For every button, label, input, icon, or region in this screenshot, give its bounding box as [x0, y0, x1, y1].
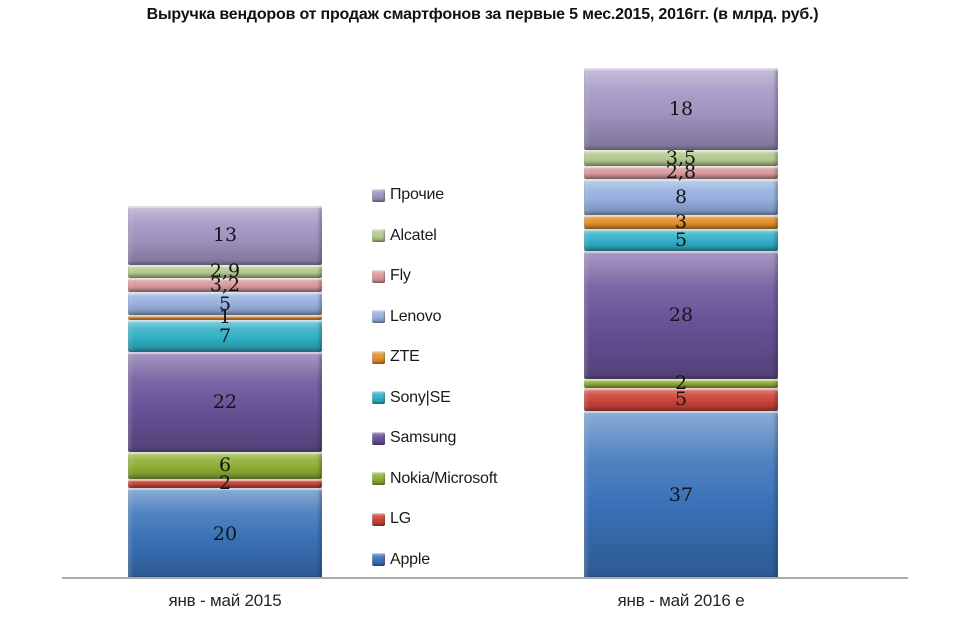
chart-title: Выручка вендоров от продаж смартфонов за…	[146, 6, 819, 23]
bar-segment-sony-se: 7	[128, 319, 322, 352]
legend-item-apple: Apple	[372, 550, 497, 568]
legend-item-nokia-microsoft: Nokia/Microsoft	[372, 469, 498, 487]
segment-value-label: 2,8	[665, 161, 697, 184]
legend-label: Apple	[390, 550, 430, 568]
legend-item-lenovo: Lenovo	[372, 307, 497, 325]
legend-item-прочие: Прочие	[372, 186, 497, 203]
legend-marker-icon	[372, 553, 385, 566]
bar-segment-apple: 20	[128, 488, 322, 579]
bar-segment-samsung: 28	[584, 251, 778, 379]
x-axis-label-2015: янв - май 2015	[168, 591, 282, 610]
segment-value-label: 6	[218, 454, 232, 477]
bar-segment-lenovo: 8	[584, 178, 778, 216]
bar-segment-samsung: 22	[128, 351, 322, 452]
bar-segment-nokia-microsoft: 2	[584, 373, 778, 393]
legend-marker-icon	[372, 350, 385, 364]
segment-value-label: 13	[212, 224, 238, 247]
bar-segment-sony-se: 5	[584, 228, 778, 252]
segment-value-label: 5	[674, 229, 688, 252]
legend-item-fly: Fly	[372, 267, 497, 284]
segment-value-label: 3,5	[665, 146, 697, 169]
legend-label: Samsung	[390, 429, 457, 446]
segment-value-label: 5	[674, 388, 688, 411]
legend: Прочие Alcatel Fly Lenovo ZTE Sony|SE Samsung N…	[372, 186, 498, 568]
stacked-bar-2015: 13 2,9 3,2 5 1 7 22 6 2 20	[128, 205, 322, 579]
stacked-bar-2016: 18 3,5 2,8 8 3 5 28 2 5 37	[584, 68, 778, 579]
legend-marker-icon	[372, 229, 385, 242]
segment-value-label: 28	[668, 304, 694, 327]
bar-segment-alcatel: 2,9	[128, 261, 322, 281]
bar-segment-fly: 3,2	[128, 274, 322, 297]
bar-segment-alcatel: 3,5	[584, 146, 778, 169]
legend-marker-icon	[372, 512, 385, 526]
legend-label: Nokia/Microsoft	[390, 469, 498, 487]
bar-segment-lenovo: 5	[128, 292, 322, 316]
bar-segment-fly: 2,8	[584, 162, 778, 182]
segment-value-label: 2,9	[209, 260, 241, 283]
legend-item-alcatel: Alcatel	[372, 226, 497, 244]
legend-marker-icon	[372, 269, 385, 283]
bar-segment-прочие: 18	[584, 68, 778, 150]
legend-item-lg: LG	[372, 510, 497, 527]
legend-marker-icon	[372, 310, 385, 323]
legend-item-samsung: Samsung	[372, 429, 497, 446]
bar-segment-zte: 3	[584, 210, 778, 233]
legend-item-zte: ZTE	[372, 348, 497, 365]
bar-segment-apple: 37	[584, 410, 778, 579]
segment-value-label: 3,2	[209, 274, 241, 297]
segment-value-label: 7	[218, 324, 232, 347]
legend-label: Alcatel	[390, 226, 437, 244]
legend-label: Sony|SE	[390, 388, 451, 406]
legend-label: ZTE	[390, 348, 420, 365]
bar-segment-nokia-microsoft: 6	[128, 451, 322, 479]
legend-marker-icon	[372, 188, 385, 202]
bar-segment-zte: 1	[128, 307, 322, 327]
x-axis-line	[62, 577, 908, 579]
segment-value-label: 37	[668, 483, 694, 506]
legend-item-sony-se: Sony|SE	[372, 388, 497, 406]
segment-value-label: 5	[218, 292, 232, 315]
segment-value-label: 3	[674, 210, 688, 233]
bar-segment-lg: 2	[128, 473, 322, 493]
segment-value-label: 20	[212, 522, 238, 545]
x-axis-label-2016: янв - май 2016 e	[617, 591, 745, 610]
legend-label: Прочие	[390, 186, 444, 203]
legend-marker-icon	[372, 431, 385, 445]
legend-marker-icon	[372, 472, 385, 485]
legend-label: Lenovo	[390, 307, 442, 325]
segment-value-label: 2	[218, 472, 232, 495]
segment-value-label: 1	[218, 306, 232, 329]
legend-marker-icon	[372, 391, 385, 404]
segment-value-label: 18	[668, 98, 694, 121]
bar-segment-lg: 5	[584, 387, 778, 411]
segment-value-label: 8	[674, 185, 688, 208]
legend-label: LG	[390, 510, 411, 527]
segment-value-label: 22	[212, 390, 238, 413]
segment-value-label: 2	[674, 372, 688, 395]
bar-segment-прочие: 13	[128, 205, 322, 265]
legend-label: Fly	[390, 267, 411, 284]
